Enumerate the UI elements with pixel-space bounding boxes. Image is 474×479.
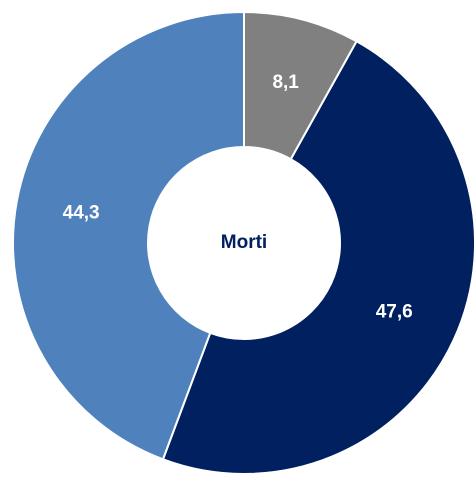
- data-label: 47,6: [376, 302, 413, 323]
- center-label: Morti: [221, 232, 267, 253]
- donut-slice: [161, 39, 474, 475]
- donut-slice: [12, 10, 245, 461]
- data-label: 44,3: [63, 203, 100, 224]
- donut-slice: [243, 10, 358, 161]
- data-label: 8,1: [272, 72, 299, 93]
